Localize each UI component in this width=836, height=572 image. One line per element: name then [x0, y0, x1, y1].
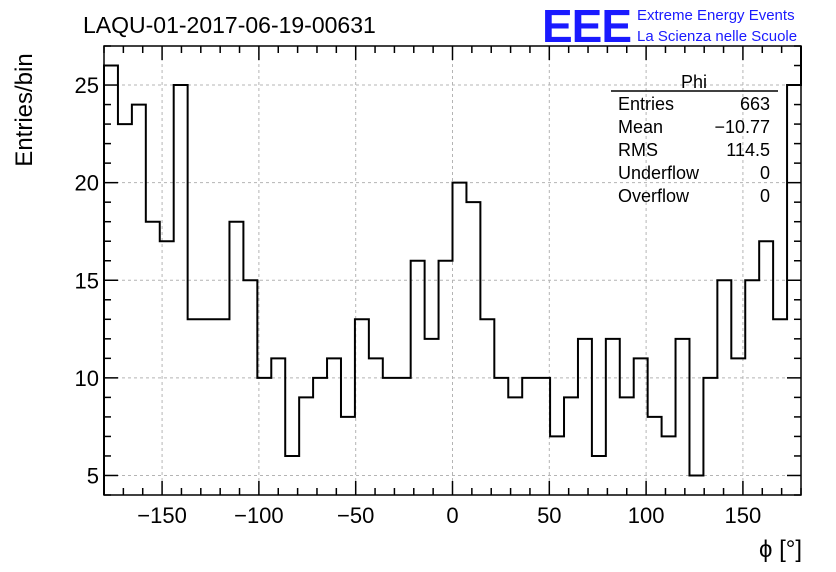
x-tick-label: 50: [537, 503, 561, 528]
histogram-series-line: [103, 46, 802, 495]
stats-value: 0: [760, 186, 770, 206]
x-tick-label: 100: [628, 503, 665, 528]
y-tick-label: 15: [75, 268, 99, 293]
logo-line-2: La Scienza nelle Scuole: [637, 28, 797, 45]
stats-rows: Entries 663 Mean −10.77 RMS 114.5 Underflow 0 Ov…: [618, 94, 770, 206]
axis-ticks: [103, 45, 802, 496]
stats-label: Overflow: [618, 186, 690, 206]
logo-line-1: Extreme Energy Events: [637, 7, 795, 24]
x-tick-label: −100: [234, 503, 284, 528]
stats-label: Underflow: [618, 163, 700, 183]
stats-value: 663: [740, 94, 770, 114]
x-tick-label: −50: [337, 503, 374, 528]
grid-lines: [104, 46, 801, 495]
stats-label: Entries: [618, 94, 674, 114]
stats-box-name: Phi: [681, 72, 707, 92]
eee-logo-mark: EEE: [542, 0, 631, 52]
eee-logo: EEE Extreme Energy Events La Scienza nel…: [542, 0, 797, 52]
x-axis-title: ϕ [°]: [759, 536, 802, 563]
stats-label: Mean: [618, 117, 663, 137]
tick-labels: −150 −100 −50 0 50 100 150 5 10 15 20 25: [75, 73, 762, 528]
x-tick-label: 0: [446, 503, 458, 528]
stats-box: Phi Entries 663 Mean −10.77 RMS 114.5 Underflo…: [611, 72, 778, 206]
stats-value: −10.77: [714, 117, 770, 137]
y-tick-label: 10: [75, 366, 99, 391]
y-tick-label: 5: [87, 463, 99, 488]
x-tick-label: −150: [137, 503, 187, 528]
y-tick-label: 25: [75, 73, 99, 98]
stats-label: RMS: [618, 140, 658, 160]
x-tick-label: 150: [725, 503, 762, 528]
stats-value: 0: [760, 163, 770, 183]
stats-value: 114.5: [726, 140, 770, 160]
y-tick-label: 20: [75, 171, 99, 196]
chart-title: LAQU-01-2017-06-19-00631: [83, 12, 376, 38]
y-axis-title: Entries/bin: [11, 53, 38, 166]
